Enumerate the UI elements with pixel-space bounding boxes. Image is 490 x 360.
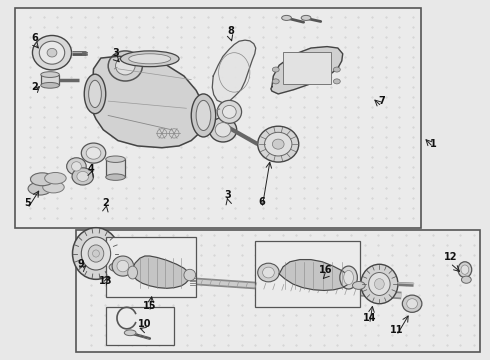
Ellipse shape bbox=[41, 82, 59, 88]
Ellipse shape bbox=[84, 74, 106, 114]
Text: 12: 12 bbox=[443, 252, 457, 262]
Ellipse shape bbox=[39, 41, 65, 64]
Bar bbox=[76, 230, 480, 352]
Ellipse shape bbox=[282, 15, 292, 21]
Ellipse shape bbox=[72, 168, 94, 185]
Text: 14: 14 bbox=[363, 313, 376, 323]
Ellipse shape bbox=[184, 269, 196, 281]
Ellipse shape bbox=[222, 105, 236, 118]
Bar bbox=[106, 159, 125, 177]
Ellipse shape bbox=[116, 57, 135, 75]
Text: 2: 2 bbox=[31, 82, 38, 92]
Ellipse shape bbox=[333, 79, 340, 84]
Ellipse shape bbox=[263, 267, 274, 278]
Text: 16: 16 bbox=[319, 265, 332, 275]
Polygon shape bbox=[279, 260, 349, 291]
Ellipse shape bbox=[81, 237, 111, 270]
Ellipse shape bbox=[272, 67, 279, 72]
Ellipse shape bbox=[43, 181, 64, 193]
Ellipse shape bbox=[129, 54, 171, 64]
Text: 13: 13 bbox=[99, 276, 113, 286]
Ellipse shape bbox=[124, 330, 136, 336]
Ellipse shape bbox=[340, 266, 357, 289]
Ellipse shape bbox=[72, 162, 81, 171]
Text: 10: 10 bbox=[138, 319, 151, 329]
Ellipse shape bbox=[30, 173, 54, 186]
Ellipse shape bbox=[374, 279, 384, 289]
Ellipse shape bbox=[333, 67, 340, 72]
Ellipse shape bbox=[462, 276, 471, 283]
Bar bbox=[41, 75, 59, 85]
Text: 4: 4 bbox=[88, 164, 95, 174]
Ellipse shape bbox=[209, 118, 237, 142]
Ellipse shape bbox=[32, 36, 72, 70]
Ellipse shape bbox=[272, 139, 284, 149]
Ellipse shape bbox=[47, 48, 57, 57]
Ellipse shape bbox=[28, 182, 51, 195]
Ellipse shape bbox=[109, 263, 124, 271]
Ellipse shape bbox=[191, 94, 216, 137]
Bar bbox=[106, 237, 196, 297]
Ellipse shape bbox=[458, 262, 472, 278]
Text: 15: 15 bbox=[143, 301, 156, 311]
Text: 5: 5 bbox=[24, 198, 31, 208]
Ellipse shape bbox=[196, 100, 211, 131]
Ellipse shape bbox=[77, 171, 89, 181]
Ellipse shape bbox=[301, 15, 311, 21]
Ellipse shape bbox=[258, 263, 279, 282]
Ellipse shape bbox=[368, 273, 390, 296]
Polygon shape bbox=[91, 56, 206, 148]
Ellipse shape bbox=[117, 260, 129, 272]
Ellipse shape bbox=[73, 228, 120, 279]
Text: 8: 8 bbox=[227, 26, 234, 36]
Ellipse shape bbox=[45, 172, 66, 184]
Text: 9: 9 bbox=[78, 259, 85, 269]
Ellipse shape bbox=[121, 51, 179, 67]
Ellipse shape bbox=[86, 147, 101, 159]
Bar bbox=[255, 241, 360, 307]
Polygon shape bbox=[132, 256, 190, 288]
Bar bbox=[15, 8, 421, 228]
Ellipse shape bbox=[361, 264, 398, 304]
Ellipse shape bbox=[128, 266, 138, 279]
Ellipse shape bbox=[352, 282, 365, 289]
Ellipse shape bbox=[265, 132, 292, 156]
Ellipse shape bbox=[112, 256, 134, 276]
Text: 6: 6 bbox=[31, 33, 38, 43]
Text: 11: 11 bbox=[390, 325, 403, 334]
Ellipse shape bbox=[217, 100, 242, 123]
Bar bbox=[283, 51, 331, 84]
Polygon shape bbox=[271, 46, 343, 94]
Ellipse shape bbox=[215, 123, 231, 137]
Ellipse shape bbox=[272, 79, 279, 84]
Ellipse shape bbox=[113, 265, 121, 269]
Ellipse shape bbox=[402, 295, 422, 312]
Polygon shape bbox=[212, 40, 256, 103]
Text: 6: 6 bbox=[259, 197, 266, 207]
Ellipse shape bbox=[343, 270, 353, 285]
Text: 3: 3 bbox=[112, 48, 119, 58]
Text: 7: 7 bbox=[378, 96, 385, 106]
Ellipse shape bbox=[67, 158, 86, 175]
Ellipse shape bbox=[81, 143, 106, 163]
Ellipse shape bbox=[93, 250, 99, 257]
Text: 2: 2 bbox=[102, 198, 109, 208]
Ellipse shape bbox=[88, 245, 104, 262]
Bar bbox=[106, 307, 174, 345]
Text: 1: 1 bbox=[430, 139, 437, 149]
Ellipse shape bbox=[461, 265, 469, 274]
Text: 3: 3 bbox=[224, 190, 231, 200]
Ellipse shape bbox=[258, 126, 299, 162]
Ellipse shape bbox=[108, 51, 143, 81]
Ellipse shape bbox=[106, 156, 125, 162]
Ellipse shape bbox=[106, 174, 125, 180]
Ellipse shape bbox=[407, 299, 417, 309]
Ellipse shape bbox=[89, 80, 101, 108]
Ellipse shape bbox=[41, 72, 59, 77]
